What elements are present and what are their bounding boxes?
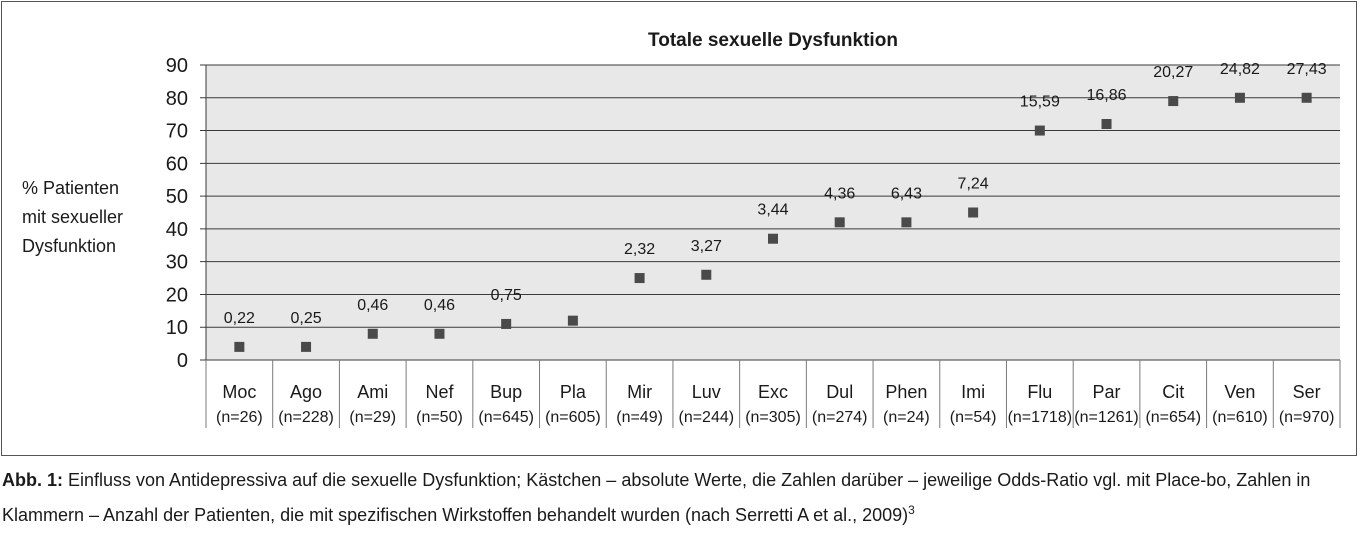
data-point-ami <box>367 328 378 339</box>
odds-ratio-label-par: 16,86 <box>1087 87 1127 104</box>
data-point-ago <box>301 341 312 352</box>
data-point-dul <box>834 217 845 228</box>
odds-ratio-label-moc: 0,22 <box>224 310 255 327</box>
x-tick-count-ami: (n=29) <box>349 409 396 426</box>
x-tick-count-mir: (n=49) <box>616 409 663 426</box>
x-tick-label-nef: Nef <box>425 382 454 402</box>
data-point-nef <box>434 328 445 339</box>
data-point-par <box>1101 119 1112 129</box>
odds-ratio-label-mir: 2,32 <box>624 241 655 258</box>
odds-ratio-label-bup: 0,75 <box>491 287 522 304</box>
odds-ratio-label-phen: 6,43 <box>891 185 922 202</box>
x-tick-count-pla: (n=605) <box>545 409 601 426</box>
odds-ratio-label-ven: 24,82 <box>1220 61 1260 78</box>
x-tick-label-pla: Pla <box>560 382 587 402</box>
x-tick-label-imi: Imi <box>961 382 985 402</box>
data-point-phen <box>901 217 912 228</box>
x-tick-label-cit: Cit <box>1162 382 1184 402</box>
data-point-pla <box>567 315 578 326</box>
figure-caption: Abb. 1: Einfluss von Antidepressiva auf … <box>2 465 1352 530</box>
data-point-ven <box>1234 92 1245 103</box>
x-tick-label-moc: Moc <box>222 382 256 402</box>
odds-ratio-label-dul: 4,36 <box>824 185 855 202</box>
x-tick-count-moc: (n=26) <box>216 409 263 426</box>
data-point-bup <box>501 318 512 329</box>
x-tick-label-par: Par <box>1093 382 1121 402</box>
x-tick-count-imi: (n=54) <box>950 409 997 426</box>
x-tick-count-exc: (n=305) <box>745 409 801 426</box>
y-axis-label-line-2: mit sexueller <box>22 207 124 227</box>
y-axis-label: % Patienten mit sexueller Dysfunktion <box>22 174 123 261</box>
odds-ratio-label-ser: 27,43 <box>1287 61 1327 78</box>
odds-ratio-label-ago: 0,25 <box>290 310 321 327</box>
data-point-mir <box>634 273 645 284</box>
data-point-ser <box>1301 92 1312 103</box>
x-tick-count-ago: (n=228) <box>278 409 334 426</box>
x-tick-count-flu: (n=1718) <box>1008 409 1073 426</box>
chart: 0 10 20 30 40 50 60 70 80 90 Totale sexuelle Dysfu… <box>166 30 1341 428</box>
caption-label: Abb. 1: <box>2 470 63 490</box>
x-tick-label-phen: Phen <box>885 382 927 402</box>
data-point-exc <box>768 233 778 244</box>
y-tick-label-60: 60 <box>166 153 188 175</box>
data-point-imi <box>968 207 979 218</box>
odds-ratio-label-cit: 20,27 <box>1153 64 1193 81</box>
odds-ratio-label-flu: 15,59 <box>1020 94 1060 111</box>
x-tick-count-par: (n=1261) <box>1074 409 1139 426</box>
y-tick-label-20: 20 <box>166 284 188 306</box>
x-tick-label-flu: Flu <box>1027 382 1052 402</box>
y-tick-label-30: 30 <box>166 252 188 274</box>
y-tick-label-10: 10 <box>166 317 188 339</box>
x-tick-count-ser: (n=970) <box>1279 409 1335 426</box>
y-tick-label-80: 80 <box>166 88 188 110</box>
y-axis-label-line-3: Dysfunktion <box>22 236 117 256</box>
chart-frame: 0 10 20 30 40 50 60 70 80 90 Totale sexuelle Dysfu… <box>1 1 1357 456</box>
y-tick-label-70: 70 <box>166 121 188 143</box>
x-tick-count-bup: (n=645) <box>478 409 534 426</box>
y-tick-label-0: 0 <box>177 350 188 372</box>
x-tick-count-phen: (n=24) <box>883 409 930 426</box>
x-tick-label-bup: Bup <box>490 382 522 402</box>
y-tick-label-90: 90 <box>166 55 188 77</box>
x-tick-label-luv: Luv <box>692 382 721 402</box>
x-tick-count-ven: (n=610) <box>1212 409 1268 426</box>
data-point-flu <box>1034 125 1045 136</box>
x-tick-label-mir: Mir <box>627 382 652 402</box>
x-tick-label-ago: Ago <box>290 382 322 402</box>
data-point-cit <box>1168 96 1179 107</box>
data-point-moc <box>234 341 245 352</box>
odds-ratio-label-exc: 3,44 <box>757 202 788 219</box>
x-tick-label-ami: Ami <box>357 382 388 402</box>
y-tick-label-40: 40 <box>166 219 188 241</box>
x-tick-label-exc: Exc <box>758 382 788 402</box>
plot-area <box>206 65 1340 360</box>
x-tick-count-cit: (n=654) <box>1145 409 1201 426</box>
odds-ratio-label-ami: 0,46 <box>357 297 388 314</box>
odds-ratio-label-nef: 0,46 <box>424 297 455 314</box>
odds-ratio-label-imi: 7,24 <box>958 176 989 193</box>
x-tick-count-luv: (n=244) <box>678 409 734 426</box>
data-point-luv <box>701 269 712 280</box>
chart-title: Totale sexuelle Dysfunktion <box>648 30 898 51</box>
odds-ratio-label-luv: 3,27 <box>691 238 722 255</box>
x-tick-label-dul: Dul <box>826 382 853 402</box>
caption-reference: 3 <box>908 503 915 517</box>
y-axis-label-line-1: % Patienten <box>22 178 120 198</box>
y-tick-label-50: 50 <box>166 186 188 208</box>
x-tick-label-ser: Ser <box>1293 382 1321 402</box>
x-tick-count-dul: (n=274) <box>812 409 868 426</box>
x-tick-label-ven: Ven <box>1224 382 1255 402</box>
x-tick-count-nef: (n=50) <box>416 409 463 426</box>
caption-text: Einfluss von Antidepressiva auf die sexu… <box>2 470 1311 525</box>
